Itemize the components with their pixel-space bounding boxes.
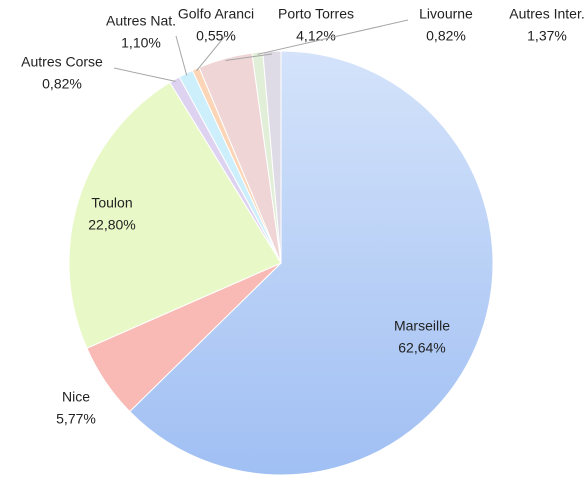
- pie-slice: [68, 81, 282, 349]
- slice-value-label: 62,64%: [398, 340, 445, 356]
- slice-label: Toulon: [91, 195, 132, 211]
- leader-line: [175, 35, 188, 76]
- slice-value-label: 1,37%: [527, 28, 567, 44]
- leader-line: [113, 67, 176, 82]
- slice-value-label: 22,80%: [88, 217, 135, 233]
- slice-label: Marseille: [394, 318, 450, 334]
- slice-label: Autres Nat.: [106, 13, 176, 29]
- leader-line: [225, 53, 273, 61]
- slice-label: Autres Corse: [21, 54, 103, 70]
- slice-label: Nice: [62, 389, 90, 405]
- leader-line: [257, 19, 409, 55]
- slice-label: Golfo Aranci: [178, 6, 254, 22]
- slice-value-label: 5,77%: [56, 411, 96, 427]
- slice-value-label: 4,12%: [296, 28, 336, 44]
- leader-line: [196, 35, 226, 72]
- slice-value-label: 0,82%: [42, 76, 82, 92]
- slice-label: Autres Inter.: [509, 6, 584, 22]
- slice-label: Livourne: [419, 6, 473, 22]
- slice-value-label: 0,55%: [196, 28, 236, 44]
- pie-slice: [129, 50, 494, 476]
- slice-value-label: 1,10%: [121, 35, 161, 51]
- slice-value-label: 0,82%: [426, 28, 466, 44]
- slice-label: Porto Torres: [278, 6, 354, 22]
